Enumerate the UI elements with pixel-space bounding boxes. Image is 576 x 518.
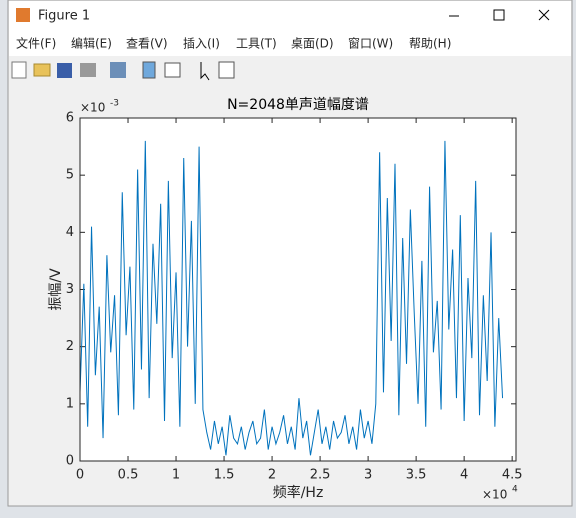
x-tick-label: 0.5 xyxy=(118,468,139,483)
plot-group: 0 0.5 1 1.5 2 2.5 3 3.5 4 4.5 0 1 2 3 4 5 6 N=2048单声道幅度谱频… xyxy=(48,97,523,502)
y-tick-label: 6 xyxy=(66,111,74,126)
x-tick-label: 2 xyxy=(268,468,276,483)
axes-box xyxy=(79,117,517,462)
menu-item[interactable]: 编辑(E) xyxy=(71,36,112,51)
toolbar xyxy=(11,61,235,81)
tool-icon[interactable] xyxy=(142,61,156,79)
tool-icon[interactable] xyxy=(110,62,126,78)
x-tick-label: 2.5 xyxy=(310,468,331,483)
menu-group: 文件(F) 编辑(E) 查看(V) 插入(I) 工具(T) 桌面(D) 窗口(W) 帮助(H) xyxy=(16,36,451,51)
app-icon xyxy=(16,8,30,22)
menu-item[interactable]: 查看(V) xyxy=(126,37,168,51)
tool-icon[interactable] xyxy=(57,63,72,78)
y-multiplier: ×10 xyxy=(80,101,105,115)
y-multiplier-exp: -3 xyxy=(110,99,119,109)
y-tick-label: 4 xyxy=(66,225,74,240)
menu-item[interactable]: 窗口(W) xyxy=(348,37,393,51)
tool-icon[interactable] xyxy=(11,61,27,79)
title-bar xyxy=(9,1,571,32)
chart-title: N=2048单声道幅度谱 xyxy=(227,97,369,113)
x-multiplier: ×10 xyxy=(482,488,507,502)
maximize-button[interactable] xyxy=(493,9,505,21)
menu-item[interactable]: 帮助(H) xyxy=(409,37,451,51)
y-tick-label: 1 xyxy=(66,396,74,411)
x-tick-label: 3.5 xyxy=(406,468,427,483)
x-tick-label: 1 xyxy=(172,468,180,483)
tool-icon[interactable] xyxy=(218,61,235,79)
menu-item[interactable]: 桌面(D) xyxy=(291,37,334,51)
tool-icon[interactable] xyxy=(33,63,51,77)
tool-icon[interactable] xyxy=(80,63,96,77)
x-tick-label: 1.5 xyxy=(214,468,235,483)
y-axis-label: 振幅/V xyxy=(48,268,64,311)
tool-icon[interactable] xyxy=(200,62,210,81)
spectrum-line xyxy=(79,140,504,456)
window-title: Figure 1 xyxy=(38,9,90,24)
axes-background xyxy=(80,118,516,461)
y-tick-label: 0 xyxy=(66,454,74,469)
y-tick-label: 5 xyxy=(66,168,74,183)
menu-item[interactable]: 工具(T) xyxy=(236,37,277,51)
x-tick-label: 4 xyxy=(460,468,468,483)
menu-item[interactable]: 文件(F) xyxy=(16,36,56,51)
x-tick-label: 3 xyxy=(364,468,372,483)
menu-bar xyxy=(9,32,571,56)
tool-icon[interactable] xyxy=(164,62,181,78)
y-tick-label: 3 xyxy=(66,282,74,297)
x-multiplier-exp: 4 xyxy=(512,485,518,495)
x-tick-label: 0 xyxy=(76,468,84,483)
close-button[interactable] xyxy=(538,9,550,21)
y-tick-label: 2 xyxy=(66,339,74,354)
menu-item[interactable]: 插入(I) xyxy=(183,37,220,51)
x-tick-label: 4.5 xyxy=(502,468,523,483)
x-axis-label: 频率/Hz xyxy=(273,484,324,501)
